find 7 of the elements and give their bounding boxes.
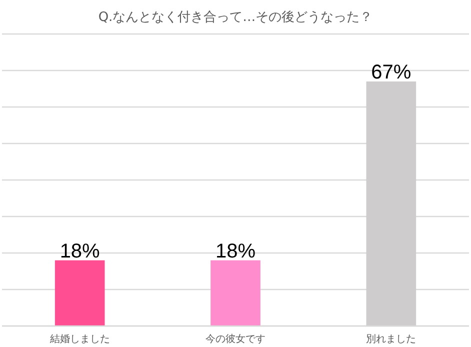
title: Q.なんとなく付き合って…その後どうなった？: [98, 10, 373, 25]
data-label: 67%: [371, 61, 412, 84]
x-tick-label: 今の彼女です: [206, 333, 266, 345]
data-label: 18%: [215, 240, 256, 262]
x-tick-label: 別れました: [366, 334, 416, 345]
x-tick-label: 結婚しました: [48, 334, 110, 345]
data-label: 18%: [60, 240, 100, 262]
